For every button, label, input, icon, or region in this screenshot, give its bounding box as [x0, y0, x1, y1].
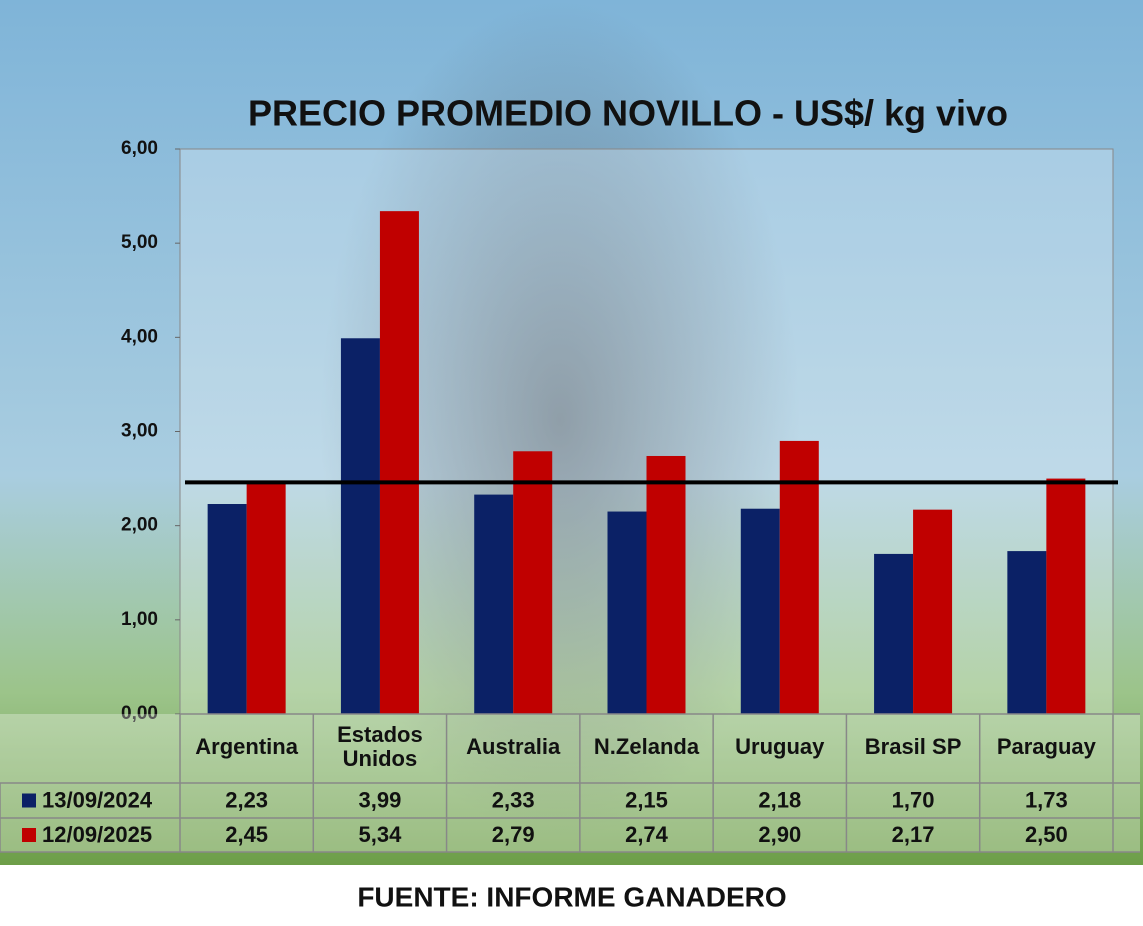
legend-label: 12/09/2025 [42, 822, 152, 847]
y-tick-label: 6,00 [121, 138, 158, 159]
bar [1046, 478, 1086, 714]
bar [607, 511, 647, 714]
x-tick-label: Paraguay [997, 734, 1097, 759]
y-tick-label: 2,00 [121, 515, 158, 536]
data-label: 2,74 [625, 822, 669, 847]
y-tick-label: 0,00 [121, 703, 158, 724]
bar [340, 338, 380, 714]
data-label: 2,15 [625, 787, 668, 812]
data-label: 2,23 [225, 787, 268, 812]
bar [913, 509, 953, 714]
x-tick-label-line: Unidos [343, 746, 418, 771]
data-label: 1,70 [892, 787, 935, 812]
bar [874, 553, 914, 714]
data-label: 2,18 [758, 787, 801, 812]
data-label: 2,33 [492, 787, 535, 812]
bar [474, 494, 514, 714]
data-label: 2,50 [1025, 822, 1068, 847]
bar [246, 483, 286, 714]
bar [1007, 551, 1047, 714]
bar [379, 211, 419, 714]
y-tick-label: 1,00 [121, 609, 158, 630]
bar [646, 455, 686, 714]
legend-swatch [22, 793, 36, 808]
x-tick-label: Estados Unidos [337, 722, 423, 771]
y-tick-label: 5,00 [121, 232, 158, 253]
x-tick-label: Argentina [195, 734, 298, 759]
data-label: 2,17 [892, 822, 935, 847]
legend-label: 13/09/2024 [42, 787, 153, 812]
data-label: 1,73 [1025, 787, 1068, 812]
y-tick-label: 3,00 [121, 421, 158, 442]
bar [779, 440, 819, 714]
x-tick-label: N.Zelanda [594, 734, 700, 759]
data-label: 2,45 [225, 822, 268, 847]
data-label: 3,99 [359, 787, 402, 812]
data-label: 2,79 [492, 822, 535, 847]
x-tick-label-line: Estados [337, 722, 423, 747]
legend-swatch [22, 828, 36, 842]
chart-title: PRECIO PROMEDIO NOVILLO - US$/ kg vivo [248, 93, 1008, 134]
x-tick-label: Brasil SP [865, 734, 962, 759]
x-tick-label: Uruguay [735, 734, 825, 759]
y-tick-label: 4,00 [121, 326, 158, 347]
bar [513, 451, 553, 714]
bar [740, 508, 780, 714]
source-note: FUENTE: INFORME GANADERO [357, 881, 786, 912]
x-tick-label: Australia [466, 734, 561, 759]
data-label: 2,90 [758, 822, 801, 847]
bar [207, 504, 247, 714]
data-label: 5,34 [359, 822, 403, 847]
